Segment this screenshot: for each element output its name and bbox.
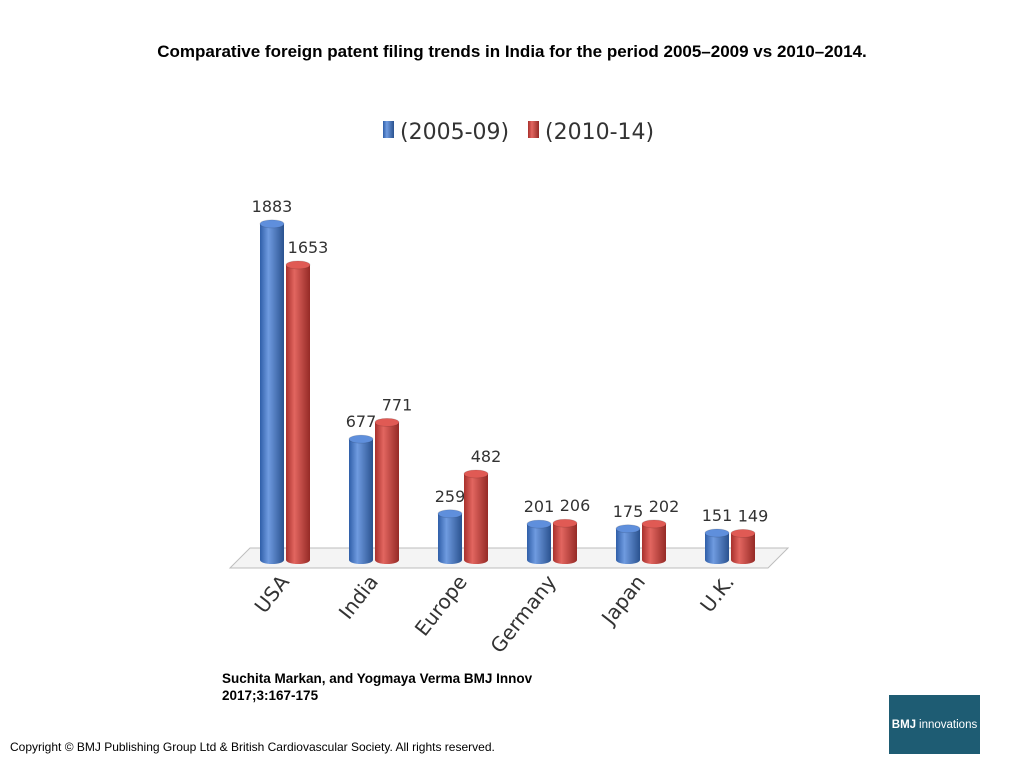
bar-europe-series-2 [463,469,489,564]
data-label-germany-series-1: 201 [524,497,555,516]
data-label-uk-series-2: 149 [738,506,769,525]
data-label-usa-series-1: 1883 [252,197,293,216]
data-label-uk-series-1: 151 [702,506,733,525]
bar-chart: (2005-09) (2010-14) 1883 1653 677 771 259 482… [228,120,790,658]
bars: 1883 1653 677 771 259 482 201 206 175 202 151 149 [252,197,769,564]
x-tick-label-japan: Japan [595,570,649,630]
data-label-europe-series-2: 482 [471,447,502,466]
data-label-europe-series-1: 259 [435,487,466,506]
bar-uk-series-1 [704,528,730,564]
bar-uk-series-2 [730,529,756,564]
bar-japan-series-1 [615,524,641,564]
data-label-usa-series-2: 1653 [288,238,329,257]
x-tick-label-europe: Europe [410,570,472,640]
bar-india-series-1 [348,434,374,564]
legend-label-series-2: (2010-14) [545,120,654,145]
bar-germany-series-1 [526,519,552,564]
bar-usa-series-2 [285,260,311,564]
data-label-germany-series-2: 206 [560,496,591,515]
x-tick-label-usa: USA [250,570,295,618]
bar-usa-series-1 [259,219,285,564]
citation: Suchita Markan, and Yogmaya Verma BMJ In… [222,670,532,704]
bmj-innovations-logo: BMJ innovations [889,695,980,754]
logo-text: innovations [919,718,978,731]
x-tick-label-germany: Germany [485,570,561,657]
bar-india-series-2 [374,417,400,564]
citation-line-2: 2017;3:167-175 [222,688,319,703]
data-label-japan-series-1: 175 [613,502,644,521]
legend-label-series-1: (2005-09) [400,120,509,145]
x-axis-labels: USA India Europe Germany Japan U.K. [250,570,739,657]
copyright-notice: Copyright © BMJ Publishing Group Ltd & B… [10,740,495,754]
citation-line-1: Suchita Markan, and Yogmaya Verma BMJ In… [222,671,533,686]
data-label-india-series-2: 771 [382,395,413,414]
chart-floor [228,547,790,569]
bar-japan-series-2 [641,519,667,564]
legend-swatch-series-1 [383,121,394,138]
logo-brand: BMJ [891,718,917,731]
data-label-india-series-1: 677 [346,412,377,431]
bar-europe-series-1 [437,509,463,564]
legend-swatch-series-2 [528,121,539,138]
bar-germany-series-2 [552,518,578,564]
data-label-japan-series-2: 202 [649,497,680,516]
chart-title: Comparative foreign patent filing trends… [157,42,867,61]
legend: (2005-09) (2010-14) [383,120,654,145]
x-tick-label-uk: U.K. [695,570,739,617]
x-tick-label-india: India [334,570,383,623]
